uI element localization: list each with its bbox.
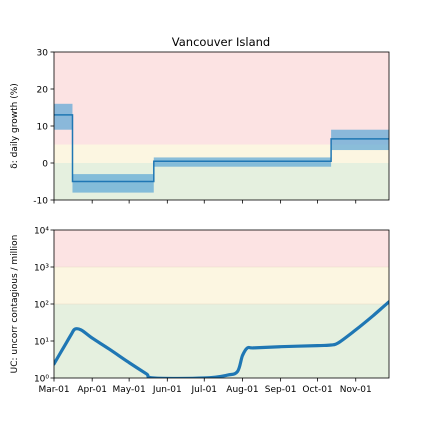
x-tick-label: Sep-01 — [265, 385, 297, 395]
growth-ci-box-3 — [331, 130, 389, 150]
x-tick-label: Jul-01 — [190, 385, 217, 395]
x-tick-label: Apr-01 — [77, 385, 107, 395]
contagious-panel: 10⁰ 10¹ 10² 10³ 10⁴ Mar-01 Apr-01 May-01 Jun-01 J… — [10, 227, 389, 396]
growth-y-axis-label: δ: daily growth (%) — [10, 83, 20, 169]
growth-y-tick-label: 20 — [37, 86, 49, 96]
growth-panel: -10 0 10 20 30 Vancouver Island δ: daily gro… — [10, 35, 389, 207]
growth-y-tick-label: 0 — [42, 160, 48, 170]
x-tick-label: Mar-01 — [38, 385, 69, 395]
growth-y-tick-label: 30 — [37, 49, 49, 59]
contagious-y-axis-label: UC: uncorr contagious / million — [10, 235, 20, 374]
contagious-y-tick-label: 10⁴ — [34, 227, 49, 237]
x-tick-label: Nov-01 — [340, 385, 372, 395]
contagious-band-2 — [54, 230, 389, 267]
x-tick-label: Oct-01 — [302, 385, 332, 395]
contagious-band-1 — [54, 267, 389, 304]
contagious-y-tick-label: 10¹ — [34, 338, 49, 348]
x-tick-label: May-01 — [113, 385, 146, 395]
chart-title: Vancouver Island — [172, 35, 270, 49]
contagious-y-tick-label: 10³ — [34, 264, 49, 274]
growth-y-tick-label: 10 — [37, 123, 49, 133]
x-tick-label: Jun-01 — [152, 385, 182, 395]
contagious-y-tick-label: 10⁰ — [34, 375, 49, 385]
contagious-y-tick-label: 10² — [34, 301, 49, 311]
growth-y-tick-label: -10 — [33, 197, 48, 207]
growth-ci-box-1 — [72, 174, 153, 193]
growth-ci-box-2 — [154, 157, 331, 166]
x-tick-label: Aug-01 — [226, 385, 258, 395]
growth-ci-box-0 — [54, 104, 72, 130]
